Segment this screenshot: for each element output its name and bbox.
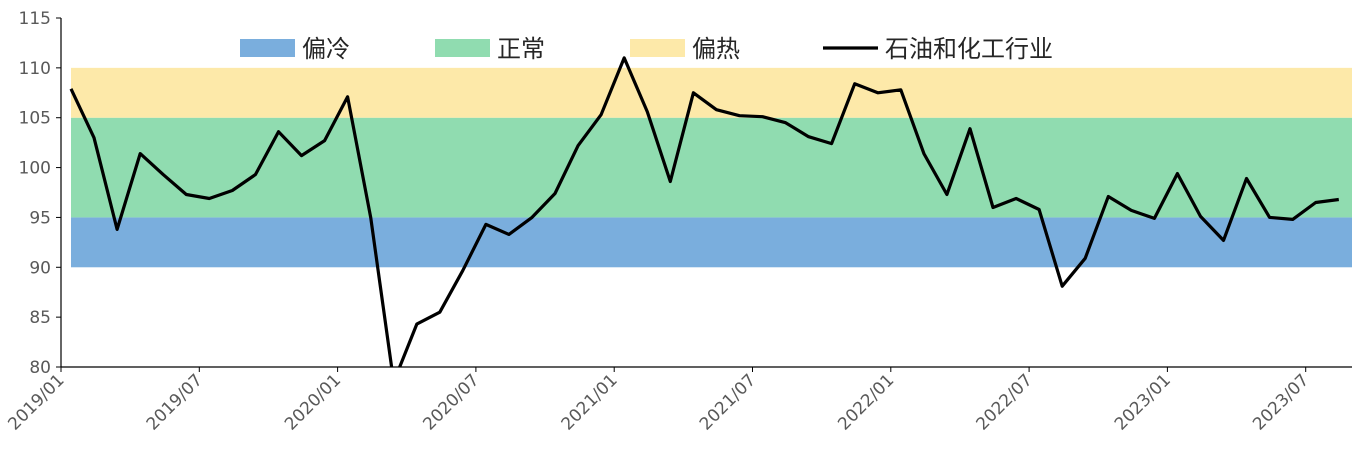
legend-swatch bbox=[630, 39, 685, 57]
legend-item-hot: 偏热 bbox=[630, 35, 740, 63]
legend-item-series: 石油和化工行业 bbox=[823, 35, 1053, 63]
y-tick-label: 80 bbox=[29, 358, 51, 378]
legend-item-normal: 正常 bbox=[435, 35, 545, 63]
band-hot bbox=[71, 67, 1352, 118]
x-tick-label: 2023/07 bbox=[1249, 370, 1313, 434]
x-tick-label: 2022/07 bbox=[973, 370, 1037, 434]
x-tick-label: 2023/01 bbox=[1111, 370, 1175, 434]
x-tick-label: 2022/01 bbox=[834, 370, 898, 434]
y-tick-label: 90 bbox=[29, 258, 51, 278]
y-tick-label: 105 bbox=[19, 109, 51, 129]
y-axis-ticks: 80 85 90 95 100 105 110 115 bbox=[19, 9, 61, 378]
y-tick-label: 85 bbox=[29, 308, 51, 328]
legend-label: 正常 bbox=[497, 35, 545, 63]
x-tick-label: 2020/01 bbox=[281, 370, 345, 434]
band-cold bbox=[71, 217, 1352, 268]
legend-label: 石油和化工行业 bbox=[885, 35, 1053, 63]
y-tick-label: 95 bbox=[29, 208, 51, 228]
series-line bbox=[69, 56, 1340, 367]
axes-layer bbox=[60, 18, 1352, 368]
band-normal bbox=[71, 117, 1352, 218]
legend-swatch bbox=[240, 39, 295, 57]
bands-layer bbox=[71, 67, 1352, 268]
legend-swatch bbox=[435, 39, 490, 57]
y-tick-label: 100 bbox=[19, 159, 51, 179]
x-tick-label: 2019/01 bbox=[4, 370, 68, 434]
x-tick-label: 2020/07 bbox=[419, 370, 483, 434]
x-axis-ticks: 2019/01 2019/07 2020/01 2020/07 2021/01 2021/… bbox=[4, 367, 1313, 434]
legend-item-cold: 偏冷 bbox=[240, 35, 350, 63]
x-tick-label: 2019/07 bbox=[143, 370, 207, 434]
series-layer bbox=[69, 56, 1340, 367]
legend-label: 偏热 bbox=[692, 35, 740, 63]
legend-label: 偏冷 bbox=[302, 35, 350, 63]
x-tick-label: 2021/07 bbox=[696, 370, 760, 434]
y-tick-label: 115 bbox=[19, 9, 51, 29]
legend: 偏冷 正常 偏热 石油和化工行业 bbox=[240, 35, 1053, 63]
y-tick-label: 110 bbox=[19, 59, 51, 79]
x-tick-label: 2021/01 bbox=[558, 370, 622, 434]
